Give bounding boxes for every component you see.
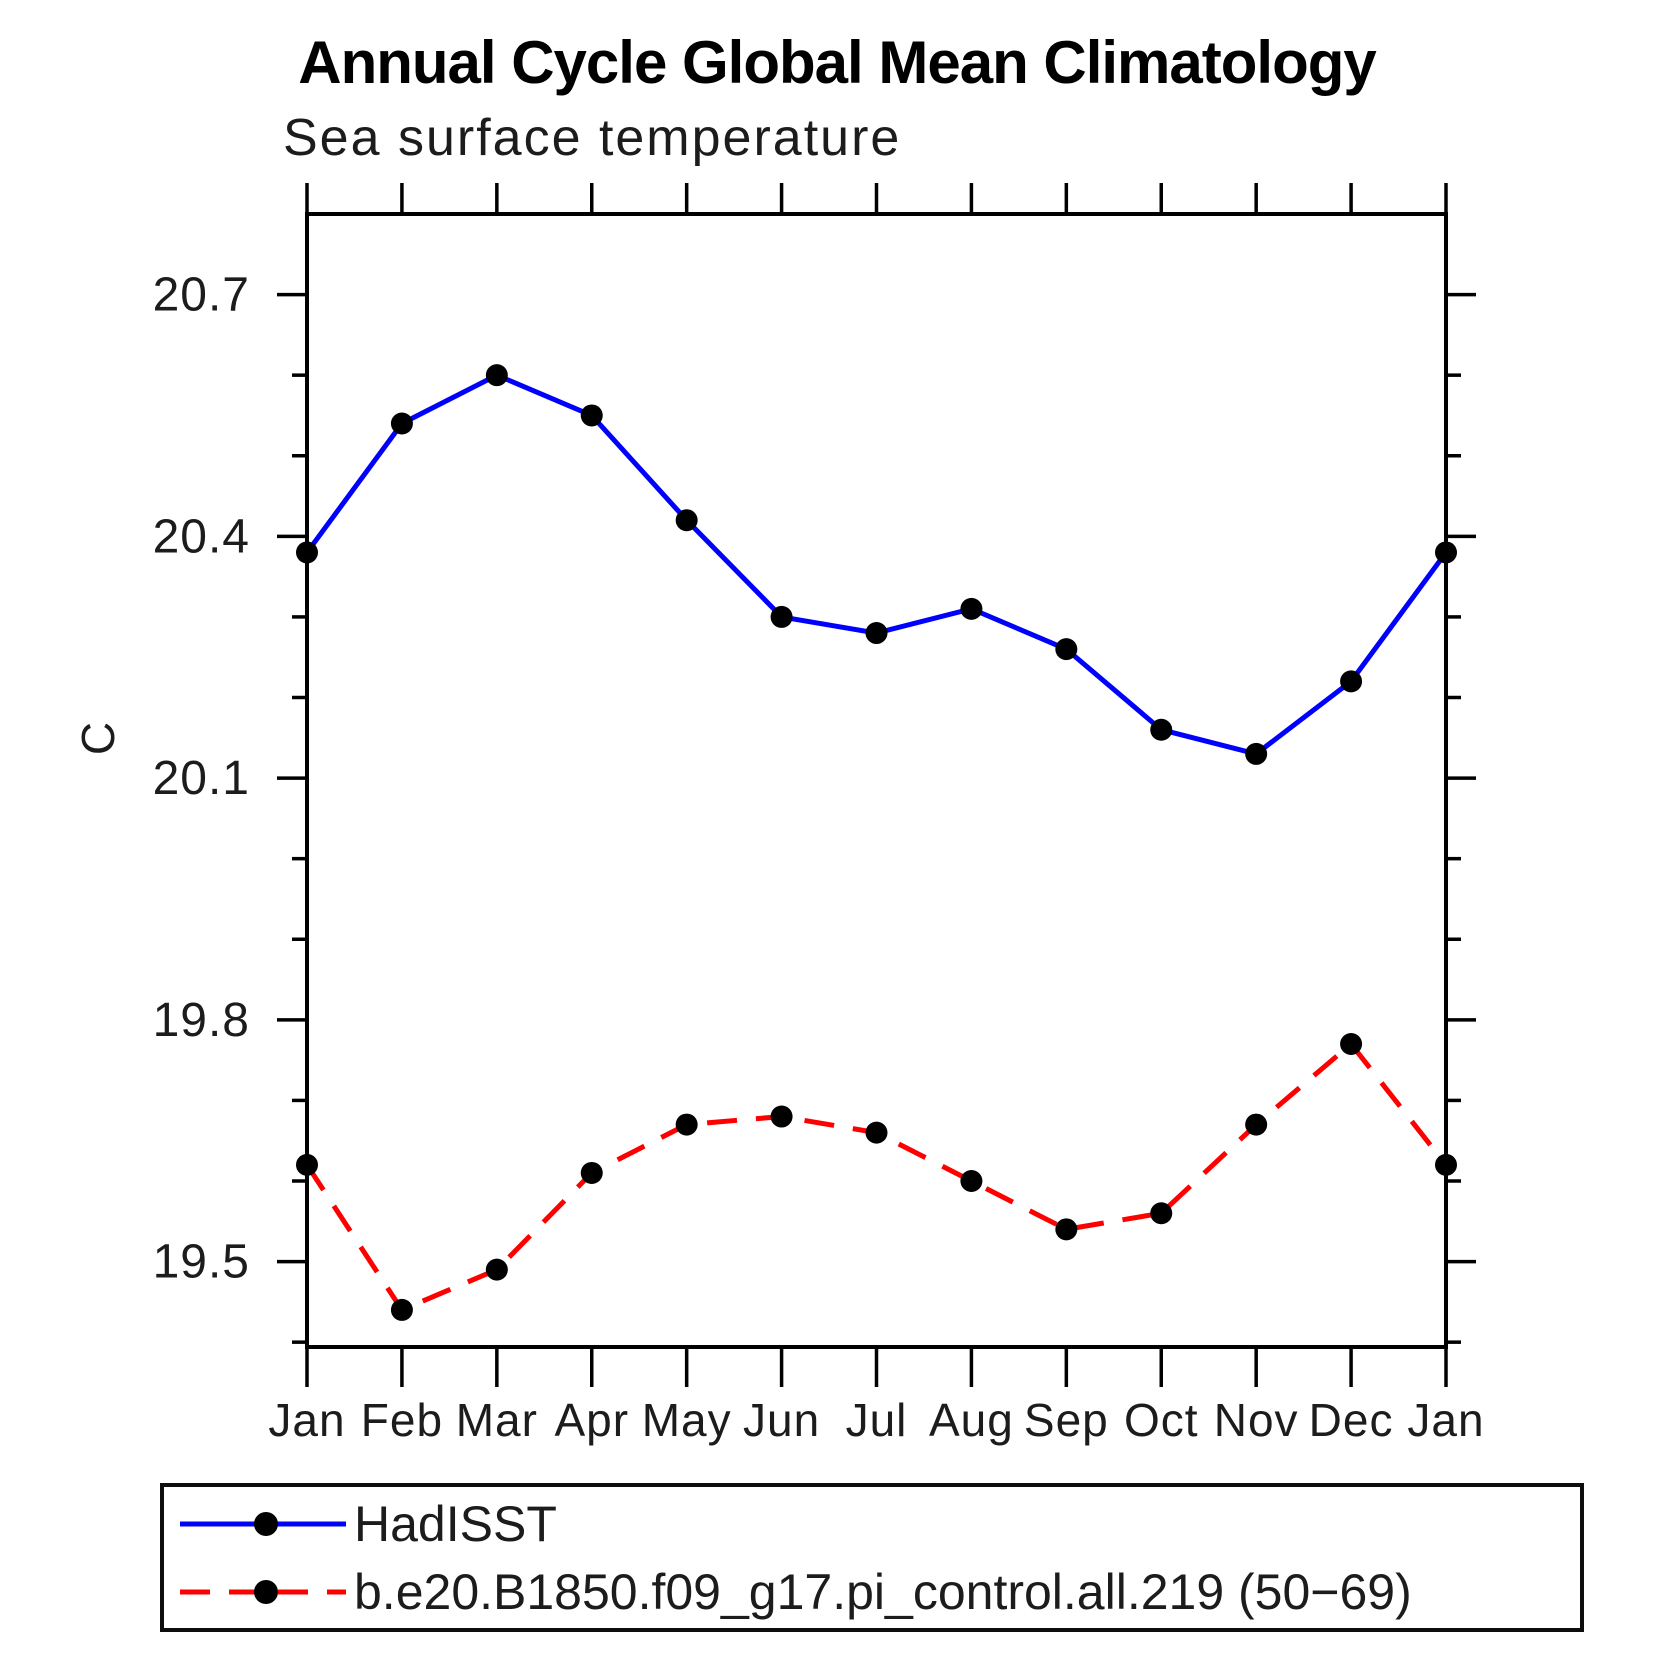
legend-label-hadisst: HadISST — [354, 1495, 557, 1552]
data-point — [1245, 1113, 1268, 1136]
series-line-1 — [304, 1040, 1448, 1314]
data-point — [1340, 1033, 1363, 1056]
data-point — [580, 1161, 603, 1184]
data-point — [1055, 638, 1078, 661]
data-point — [960, 597, 983, 620]
x-tick-label: Sep — [1024, 1394, 1109, 1446]
data-point — [1435, 1153, 1457, 1176]
legend-sample-marker — [254, 1579, 278, 1604]
x-tick-label: Apr — [554, 1394, 629, 1446]
x-tick-label: Oct — [1124, 1394, 1199, 1446]
x-tick-label: Jun — [743, 1394, 820, 1446]
x-tick-label: Mar — [456, 1394, 538, 1446]
data-point — [1055, 1218, 1078, 1241]
data-point — [485, 364, 508, 387]
legend-box: HadISST b.e20.B1850.f09_g17.pi_control.a… — [160, 1483, 1584, 1632]
data-point — [1340, 670, 1363, 693]
x-tick-label: Jul — [846, 1394, 908, 1446]
data-point — [485, 1258, 508, 1281]
y-tick-label: 20.1 — [153, 752, 250, 805]
chart-subtitle: Sea surface temperature — [283, 109, 902, 167]
data-point — [296, 1153, 318, 1176]
x-tick-label: Dec — [1309, 1394, 1394, 1446]
legend-line-sample-dashed — [180, 1579, 346, 1604]
data-point — [675, 509, 698, 532]
legend-line-sample-solid — [180, 1511, 346, 1536]
y-tick-label: 20.7 — [153, 269, 250, 322]
chart-title: Annual Cycle Global Mean Climatology — [298, 29, 1377, 96]
x-tick-label: Aug — [929, 1394, 1014, 1446]
legend-label-model: b.e20.B1850.f09_g17.pi_control.all.219 (… — [354, 1563, 1412, 1620]
data-point — [675, 1113, 698, 1136]
legend-entry-hadisst: HadISST — [164, 1493, 1580, 1555]
x-tick-label: Nov — [1214, 1394, 1299, 1446]
data-point — [390, 1298, 413, 1321]
data-point — [1245, 742, 1268, 765]
x-tick-label: Feb — [361, 1394, 443, 1446]
data-point — [390, 412, 413, 435]
data-point — [296, 541, 318, 564]
legend-sample-marker — [254, 1511, 278, 1536]
data-point — [770, 1105, 793, 1128]
data-point — [770, 605, 793, 628]
data-point — [1150, 718, 1173, 741]
y-tick-label: 19.5 — [153, 1236, 250, 1289]
y-tick-label: 19.8 — [153, 994, 250, 1047]
x-tick-label: Jan — [268, 1394, 345, 1446]
y-tick-label: 20.4 — [153, 510, 250, 563]
data-point — [1435, 541, 1457, 564]
legend-entry-model: b.e20.B1850.f09_g17.pi_control.all.219 (… — [164, 1561, 1580, 1623]
data-point — [1150, 1202, 1173, 1225]
x-tick-label: Jan — [1407, 1394, 1484, 1446]
data-point — [865, 1121, 888, 1144]
x-tick-label: May — [642, 1394, 732, 1446]
data-point — [865, 622, 888, 645]
series-line-0 — [304, 372, 1449, 757]
data-point — [580, 404, 603, 427]
data-point — [960, 1169, 983, 1192]
